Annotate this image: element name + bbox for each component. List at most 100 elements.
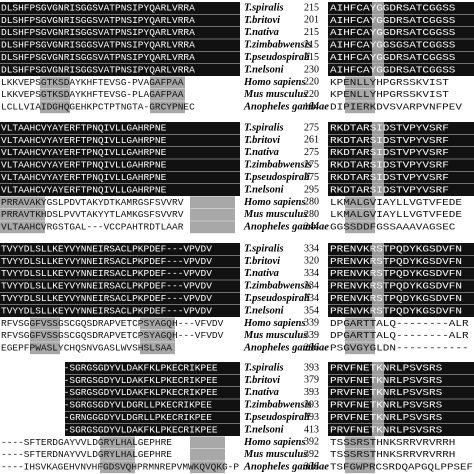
shade-gray: [372, 2, 384, 14]
left-sequence: DLSHFPSGVGNRISGGSVATPNSIPYQARLVRRA: [1, 28, 195, 38]
shade-gray: [372, 386, 384, 399]
shade-gray: [190, 196, 235, 209]
position-number: 280: [304, 209, 319, 220]
shade-dark: [328, 51, 474, 64]
right-sequence: PRVFNETKNRLPSVSRS: [330, 388, 442, 398]
right-sequence: AIHFCAYGGDRSATCGGSS: [330, 28, 455, 38]
shade-gray: [372, 374, 384, 387]
species-name: T.nativa: [244, 268, 279, 279]
shade-dark: [65, 399, 240, 412]
left-sequence: RFVSGGFVSSGSCGQSDRAPVETCPSYAGQH---VFVDV: [1, 331, 224, 341]
shade-dark: [328, 399, 474, 412]
right-sequence: RKDTARSIDSTVPYVSRF: [330, 161, 449, 171]
left-sequence: TVYYDLSLLKEYVYNNEIRSACLPKPDEF---VPVDV: [1, 306, 213, 316]
species-name: T.britovi: [244, 375, 280, 386]
shade-gray: [345, 342, 375, 355]
shade-dark: [328, 171, 474, 184]
shade-dark: [0, 39, 240, 52]
shade-gray: [372, 424, 384, 436]
left-sequence: LKKVEPSGTKSDAYKHFTEVSG-PVAGAFPAA: [1, 78, 184, 88]
shade-gray: [100, 448, 135, 461]
left-sequence: VLTAAHCVYAYERFTPNQIVLLGAHRPNE: [1, 185, 166, 195]
shade-gray: [150, 88, 185, 101]
shade-gray: [372, 26, 384, 39]
shade-gray: [372, 134, 384, 147]
shade-gray: [345, 208, 375, 221]
position-number: 334: [304, 243, 319, 254]
shade-gray: [345, 461, 375, 474]
position-number: 220: [304, 77, 319, 88]
shade-dark: [65, 386, 240, 399]
position-number: 334: [304, 293, 319, 304]
left-sequence: VLTAAHCVYAYERFTPNQIVLLGAHRPNE: [1, 123, 166, 133]
shade-gray: [140, 317, 175, 330]
shade-dark: [65, 411, 240, 424]
shade-gray: [190, 448, 225, 461]
shade-dark: [328, 243, 474, 255]
shade-gray: [150, 76, 185, 89]
species-name: T.spiralis: [244, 362, 284, 373]
left-sequence: TVYYDLSLLKEYVYNNEIRSACLPKPDEF---VPVDV: [1, 282, 213, 292]
shade-gray: [30, 342, 60, 355]
shade-gray: [100, 461, 135, 474]
right-sequence: AIHFCAYGGDRSATCGGSS: [330, 3, 455, 13]
shade-gray: [345, 317, 375, 330]
shade-dark: [0, 122, 240, 134]
shade-gray: [372, 362, 384, 374]
shade-dark: [328, 146, 474, 159]
right-sequence: TSSSRSTHNKSRRVRVRRH: [330, 438, 455, 448]
left-sequence: ----SFTERDNAYVVLDGRYLHALGEPHRE: [1, 450, 172, 460]
left-sequence: TVYYDLSLLKEYVYNNEIRSACLPKPDEF---VPVDV: [1, 269, 213, 279]
position-number: 393: [304, 412, 319, 423]
left-sequence: ------------SGRGSGDYVLDGRLLPKECRIKPEE: [1, 401, 212, 411]
shade-gray: [345, 88, 375, 101]
right-sequence: KPENLLYHPGRSSKVIST: [330, 78, 450, 88]
shade-gray: [372, 51, 384, 64]
species-name: T.zimbabwensis: [244, 400, 312, 411]
left-sequence: DLSHFPSGVGNRISGGSVATPNSIPYQARLVRRA: [1, 41, 195, 51]
right-sequence: PRVFNETKNRLPSVSRS: [330, 401, 442, 411]
species-name: Anopheles gambiae: [243, 222, 329, 233]
position-number: 215: [304, 27, 319, 38]
right-sequence: PRVFNETKNRLPSVSRS: [330, 376, 442, 386]
species-name: Mus musculus: [243, 330, 307, 341]
shade-dark: [328, 26, 474, 39]
left-sequence: ----IHSVKAGEHVNVHFGDSVQHPRMNREPVMWKQVQKG…: [1, 463, 239, 473]
shade-gray: [40, 101, 70, 114]
species-name: T.spiralis: [244, 2, 284, 13]
shade-gray: [345, 221, 375, 234]
shade-dark: [328, 2, 474, 14]
shade-gray: [372, 171, 384, 184]
species-name: Homo sapiens: [243, 77, 306, 88]
shade-dark: [328, 362, 474, 374]
shade-gray: [150, 101, 185, 114]
left-sequence: DLSHFPSGVGNRISGGSVATPNSIPYQARLVRRA: [1, 3, 195, 13]
shade-gray: [372, 39, 384, 52]
shade-dark: [0, 51, 240, 64]
species-name: T.pseudospirali: [244, 293, 310, 304]
species-name: T.nelsoni: [244, 424, 284, 435]
position-number: 392: [304, 437, 319, 448]
species-name: Mus musculus: [243, 449, 307, 460]
shade-dark: [328, 255, 474, 268]
species-name: Homo sapiens: [243, 437, 306, 448]
right-sequence: AIHFCAYGGDRSATCGGSS: [330, 53, 455, 63]
shade-dark: [0, 26, 240, 39]
position-number: 334: [304, 280, 319, 291]
right-sequence: RKDTARSIDSTVPYVSRF: [330, 185, 449, 195]
species-name: T.pseudospirali: [244, 412, 310, 423]
shade-dark: [0, 14, 240, 27]
species-name: T.nativa: [244, 387, 279, 398]
right-sequence: LKMALGVIAYLLVGTVFEDE: [330, 198, 462, 208]
position-number: 230: [304, 64, 319, 75]
position-number: 275: [304, 147, 319, 158]
right-sequence: TSFGWPRCSRDQAPGQLPPSEF: [330, 463, 473, 473]
position-number: 220: [304, 89, 319, 100]
shade-gray: [372, 184, 384, 196]
left-sequence: PRRAVTKHDSLPVVTAKYYTLAMKGSFSVVRV: [1, 210, 184, 220]
species-name: T.britovi: [244, 135, 280, 146]
position-number: 339: [304, 318, 319, 329]
shade-gray: [372, 399, 384, 412]
shade-dark: [328, 122, 474, 134]
